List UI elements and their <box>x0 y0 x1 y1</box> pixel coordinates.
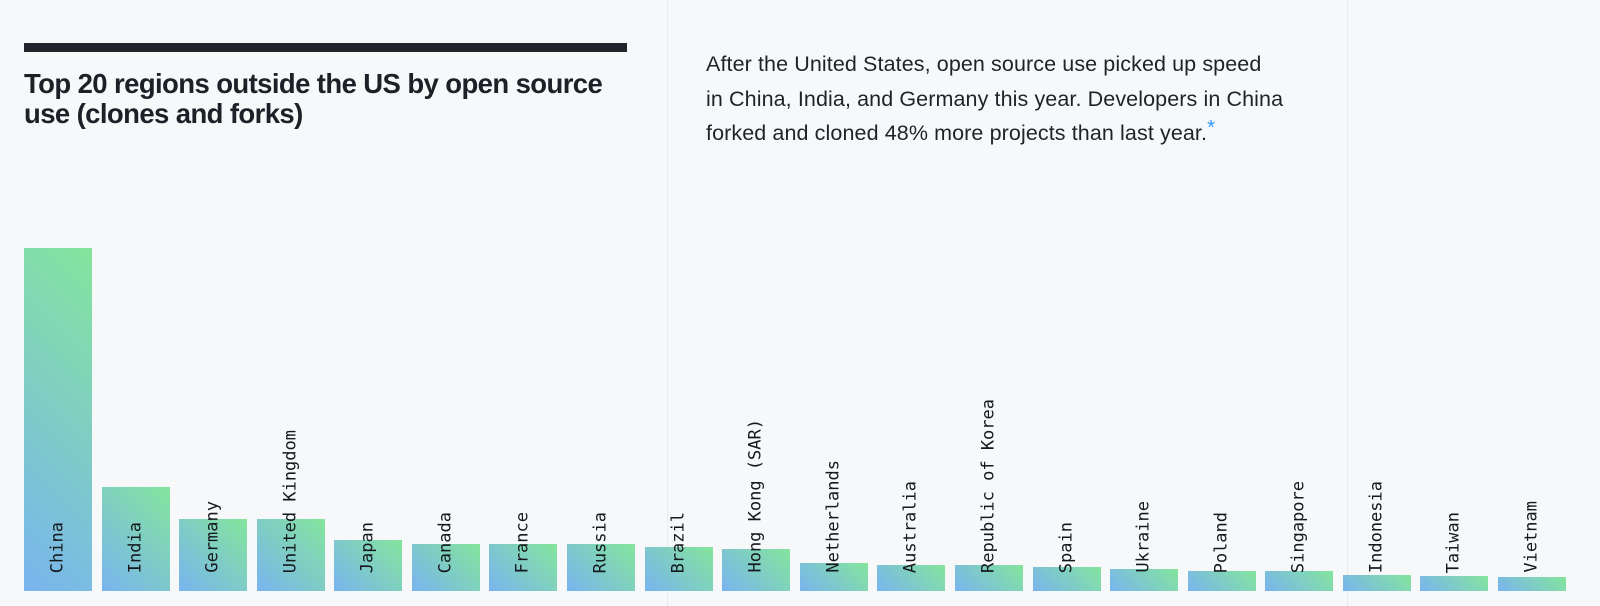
bar-canada[interactable] <box>411 544 480 591</box>
chart-title-line1: Top 20 regions outside the US by open so… <box>24 68 603 99</box>
bar-label: Taiwan <box>1443 511 1464 573</box>
bar-slot: Ukraine <box>1110 191 1179 591</box>
bar-chart: China India Germany United Kingdom Japan Cana… <box>24 191 1566 591</box>
description-line2: in China, India, and Germany this year. … <box>706 86 1284 111</box>
bar-china[interactable] <box>24 248 92 591</box>
bar-netherlands[interactable] <box>799 563 868 591</box>
bar-taiwan[interactable] <box>1420 576 1489 591</box>
bar-slot: Japan <box>334 191 403 591</box>
bar-slot: Republic of Korea <box>954 191 1023 591</box>
bar-label: Germany <box>202 501 223 573</box>
bar-label: India <box>125 521 146 573</box>
bar-japan[interactable] <box>334 540 403 591</box>
bar-india[interactable] <box>101 487 170 591</box>
bar-label: Ukraine <box>1133 501 1154 573</box>
title-rule <box>24 43 627 52</box>
bar-label: Japan <box>357 521 378 573</box>
bar-slot: Germany <box>179 191 248 591</box>
bar-label: United Kingdom <box>280 429 301 573</box>
bar-label: Vietnam <box>1521 501 1542 573</box>
bar-slot: Vietnam <box>1497 191 1566 591</box>
description-line3: forked and cloned 48% more projects than… <box>706 116 1326 151</box>
bar-slot: Singapore <box>1265 191 1334 591</box>
bar-label: Indonesia <box>1366 480 1387 573</box>
footnote-asterisk-link[interactable]: * <box>1207 117 1216 140</box>
bar-indonesia[interactable] <box>1342 575 1411 591</box>
description-line3-text: forked and cloned 48% more projects than… <box>706 121 1208 146</box>
bar-label: Singapore <box>1288 480 1309 573</box>
bar-slot: Hong Kong (SAR) <box>722 191 791 591</box>
bar-slot: Australia <box>877 191 946 591</box>
bar-slot: Brazil <box>644 191 713 591</box>
bar-label: Brazil <box>668 511 689 573</box>
bar-label: China <box>47 521 68 573</box>
bar-slot: Netherlands <box>799 191 868 591</box>
bar-france[interactable] <box>489 544 558 591</box>
bar-australia[interactable] <box>877 565 946 591</box>
bar-label: Republic of Korea <box>978 399 999 573</box>
bar-brazil[interactable] <box>644 547 713 591</box>
bar-germany[interactable] <box>179 519 248 591</box>
bar-slot: Canada <box>411 191 480 591</box>
bar-slot: India <box>101 191 170 591</box>
bar-label: Poland <box>1211 511 1232 573</box>
bar-slot: Russia <box>567 191 636 591</box>
bar-label: Canada <box>435 511 456 573</box>
bar-label: Australia <box>900 480 921 573</box>
bar-slot: France <box>489 191 558 591</box>
bar-slot: Poland <box>1187 191 1256 591</box>
bar-vietnam[interactable] <box>1497 577 1566 591</box>
bar-label: France <box>512 511 533 573</box>
bar-spain[interactable] <box>1032 567 1101 591</box>
bar-slot: China <box>24 191 92 591</box>
bar-united-kingdom[interactable] <box>256 519 325 591</box>
bar-label: Spain <box>1056 521 1077 573</box>
bar-hong-kong-sar[interactable] <box>722 549 791 591</box>
chart-title: Top 20 regions outside the US by open so… <box>24 68 603 129</box>
bar-poland[interactable] <box>1187 571 1256 591</box>
bar-slot: United Kingdom <box>256 191 325 591</box>
bar-slot: Spain <box>1032 191 1101 591</box>
bar-label: Netherlands <box>823 460 844 573</box>
column-divider-right <box>1347 0 1348 606</box>
bar-slot: Taiwan <box>1420 191 1489 591</box>
chart-title-line2: use (clones and forks) <box>24 98 303 129</box>
bar-republic-of-korea[interactable] <box>954 565 1023 591</box>
bar-russia[interactable] <box>567 544 636 591</box>
bar-ukraine[interactable] <box>1110 569 1179 591</box>
bar-label: Russia <box>590 511 611 573</box>
description-text: After the United States, open source use… <box>706 47 1326 151</box>
bar-label: Hong Kong (SAR) <box>745 419 766 573</box>
description-line1: After the United States, open source use… <box>706 52 1262 76</box>
bar-slot: Indonesia <box>1342 191 1411 591</box>
column-divider-left <box>667 0 668 606</box>
bar-singapore[interactable] <box>1265 571 1334 591</box>
